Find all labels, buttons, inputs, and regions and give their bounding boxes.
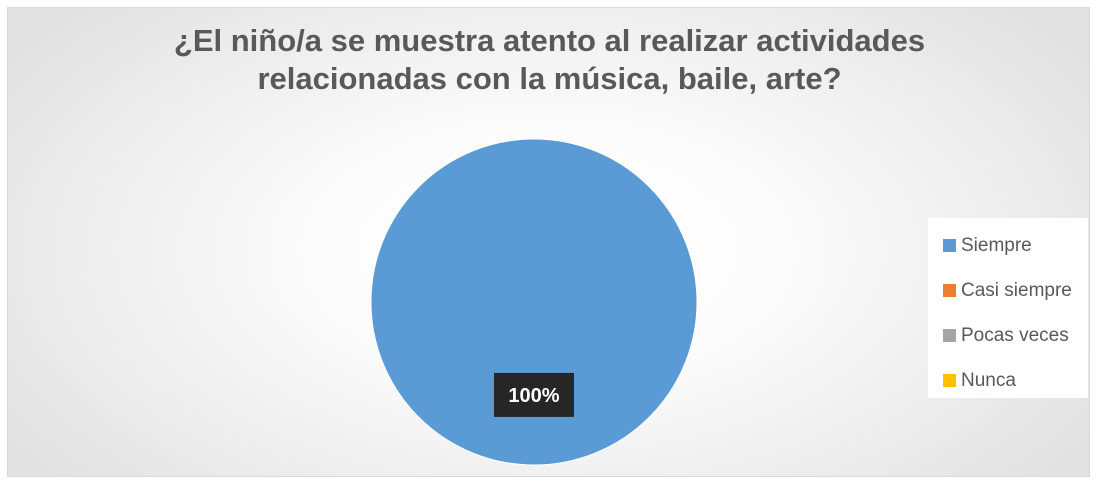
legend-item-casi-siempre: Casi siempre (928, 268, 1088, 313)
pie-slice-siempre (370, 138, 698, 466)
legend-label-siempre: Siempre (961, 234, 1032, 256)
legend-label-pocas-veces: Pocas veces (961, 324, 1069, 346)
legend: Siempre Casi siempre Pocas veces Nunca (928, 218, 1088, 398)
legend-swatch-nunca (943, 374, 956, 387)
pie-plot: 100% (370, 138, 698, 466)
legend-item-siempre: Siempre (928, 223, 1088, 268)
legend-label-casi-siempre: Casi siempre (961, 279, 1072, 301)
data-label-text: 100% (508, 385, 559, 407)
data-label-background (494, 372, 574, 417)
chart-title: ¿El niño/a se muestra atento al realizar… (173, 23, 926, 96)
legend-swatch-siempre (943, 239, 956, 252)
chart-area: ¿El niño/a se muestra atento al realizar… (7, 7, 1090, 477)
legend-item-nunca: Nunca (928, 358, 1088, 403)
legend-label-nunca: Nunca (961, 369, 1016, 391)
data-label-siempre: 100% (494, 372, 574, 417)
legend-swatch-casi-siempre (943, 284, 956, 297)
legend-item-pocas-veces: Pocas veces (928, 313, 1088, 358)
legend-swatch-pocas-veces (943, 329, 956, 342)
